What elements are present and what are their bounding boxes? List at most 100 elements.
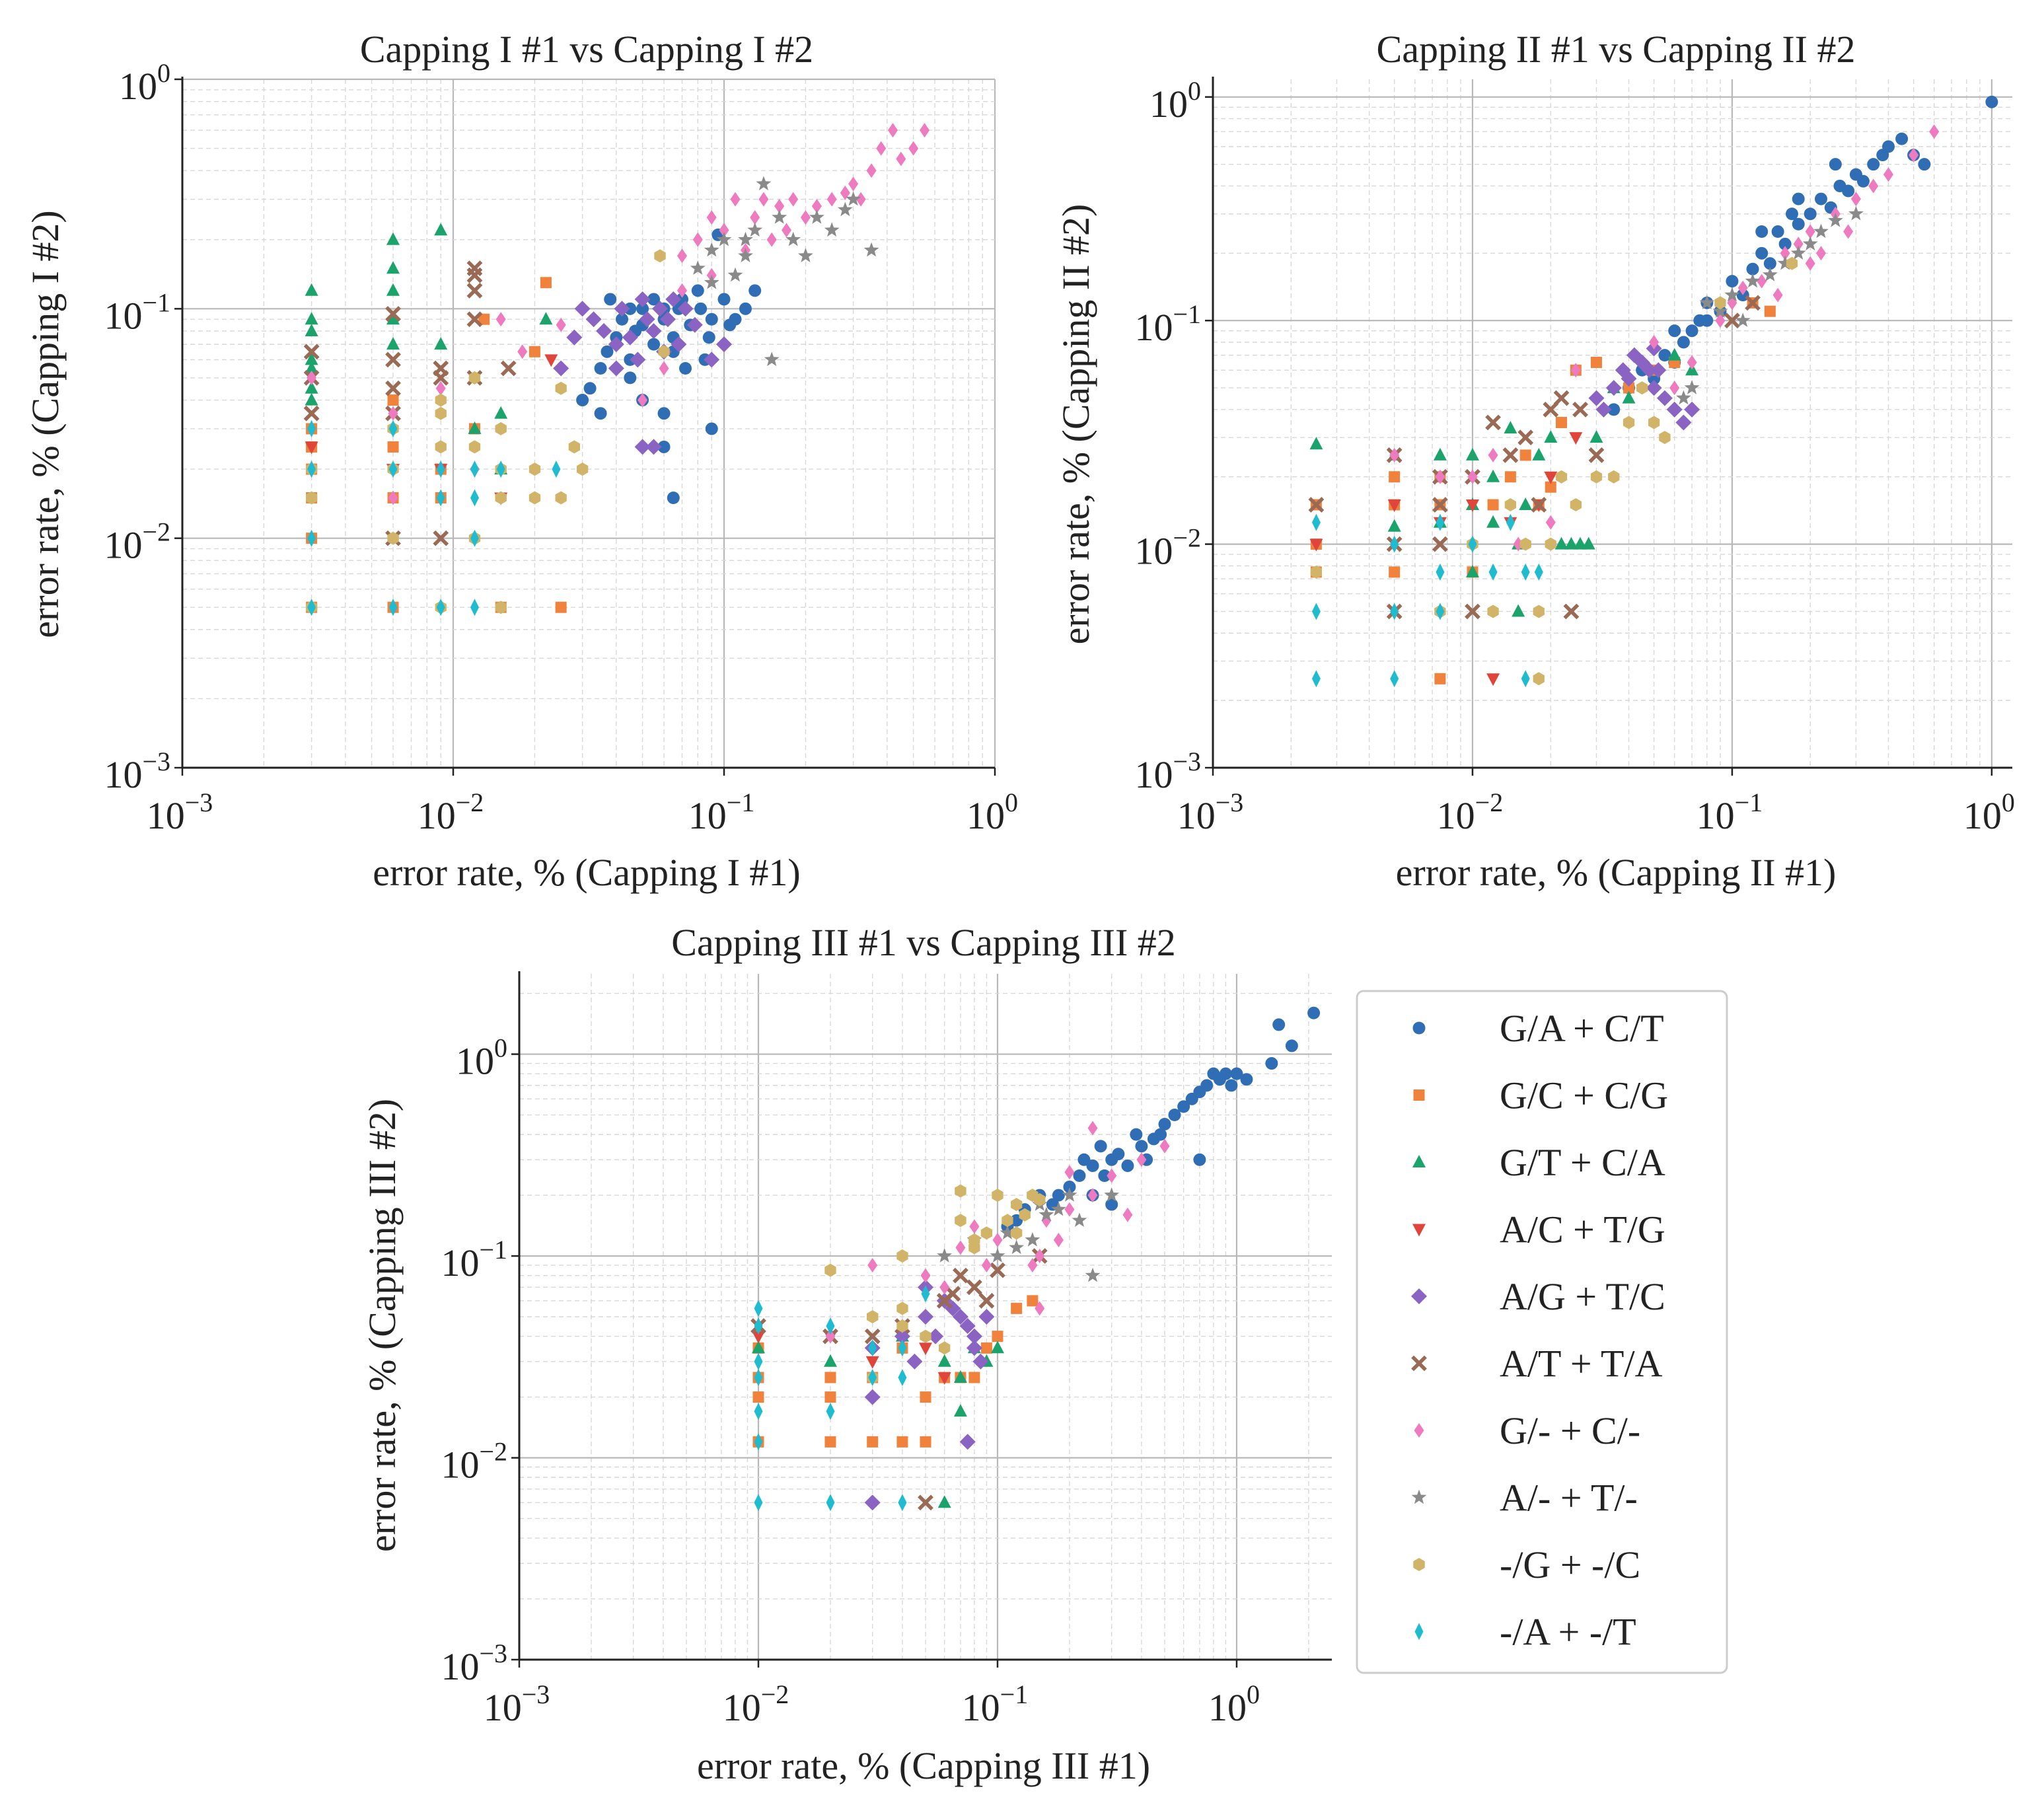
- data-point-at: [1485, 414, 1501, 431]
- legend-label: G/- + C/-: [1500, 1409, 1640, 1452]
- data-point-gt: [539, 312, 553, 325]
- data-point-gc: [968, 1372, 980, 1383]
- data-point-at: [978, 1292, 995, 1309]
- data-point-adel: [1735, 313, 1751, 327]
- data-point-gdel: [556, 317, 566, 332]
- data-point-ga: [1200, 1079, 1214, 1092]
- data-point-gdel: [1064, 1202, 1075, 1217]
- data-point-insa: [1534, 563, 1543, 581]
- data-point-ac: [544, 354, 558, 367]
- data-point-ga: [594, 407, 607, 420]
- data-point-insg: [1519, 537, 1531, 551]
- data-point-ga: [1112, 1148, 1125, 1161]
- data-point-ga: [1804, 207, 1817, 221]
- data-point-insa: [898, 1339, 907, 1357]
- data-point-ga: [694, 302, 708, 315]
- legend-label: A/C + T/G: [1500, 1208, 1665, 1251]
- data-point-adel: [1712, 303, 1728, 318]
- data-point-insa: [470, 599, 479, 616]
- data-point-ag: [622, 329, 638, 346]
- data-point-ga: [1685, 324, 1698, 338]
- data-point-insa: [1436, 563, 1445, 581]
- data-point-insg: [1659, 431, 1671, 445]
- data-point-insa: [552, 460, 561, 478]
- data-point-gdel: [1843, 224, 1854, 239]
- data-point-ag: [1646, 380, 1662, 396]
- data-point-gc: [540, 277, 552, 289]
- data-point-ag: [716, 336, 732, 353]
- data-point-gdel: [1868, 178, 1879, 194]
- data-point-adel: [990, 1248, 1005, 1263]
- data-point-gdel: [1122, 1207, 1133, 1222]
- data-point-insg: [896, 1302, 908, 1315]
- data-point-at: [1553, 390, 1570, 406]
- data-point-ga: [1240, 1073, 1253, 1086]
- data-point-gdel: [955, 1240, 966, 1255]
- data-point-gdel: [677, 248, 687, 264]
- legend-item: G/- + C/-: [1414, 1409, 1640, 1452]
- data-point-gdel: [1136, 1152, 1147, 1167]
- data-point-adel: [756, 176, 772, 191]
- y-tick-label: 10−1: [104, 287, 170, 337]
- data-point-adel: [690, 260, 706, 275]
- data-point-ga: [583, 382, 597, 395]
- legend-label: A/G + T/C: [1500, 1275, 1665, 1318]
- data-point-gc: [1519, 449, 1531, 461]
- data-point-ga: [657, 440, 671, 453]
- x-axis-label: error rate, % (Capping III #1): [697, 1744, 1150, 1787]
- data-point-ga: [576, 394, 589, 407]
- data-point-adel: [727, 267, 743, 282]
- data-point-insg: [1504, 498, 1516, 511]
- data-point-insg: [920, 1329, 931, 1343]
- legend-marker-ac: [1412, 1224, 1426, 1237]
- data-point-gc: [387, 441, 399, 453]
- data-point-gdel: [1793, 237, 1804, 252]
- x-tick-label: 100: [967, 788, 1018, 837]
- data-point-gdel: [1805, 224, 1815, 239]
- data-point-insg: [1011, 1226, 1023, 1240]
- data-point-adel: [1802, 236, 1818, 250]
- data-point-gdel: [1053, 1232, 1064, 1247]
- data-point-insa: [1436, 603, 1445, 620]
- data-point-insa: [826, 1403, 835, 1420]
- data-point-ga: [1094, 1140, 1107, 1153]
- data-point-ag: [608, 360, 624, 377]
- data-point-at: [990, 1262, 1005, 1278]
- data-point-at: [953, 1267, 968, 1284]
- data-point-gdel: [719, 223, 729, 238]
- data-point-adel: [1025, 1232, 1040, 1247]
- data-point-gc: [920, 1391, 931, 1403]
- data-point-ga: [1086, 1159, 1099, 1172]
- data-point-ga: [1755, 246, 1769, 260]
- data-point-gt: [1622, 390, 1636, 404]
- data-point-adel: [738, 231, 753, 246]
- data-point-ag: [864, 1389, 881, 1405]
- data-point-ga: [1272, 1018, 1286, 1031]
- data-point-adel: [1039, 1206, 1054, 1222]
- data-point-at: [1531, 497, 1547, 513]
- data-point-ga: [1856, 174, 1870, 188]
- legend-item: G/C + C/G: [1413, 1074, 1668, 1117]
- data-point-ag: [553, 360, 569, 377]
- data-point-adel: [937, 1248, 953, 1263]
- data-point-ac: [752, 1331, 765, 1344]
- data-point-gc: [824, 1436, 836, 1448]
- data-point-gt: [1519, 497, 1533, 510]
- data-point-insa: [436, 599, 445, 616]
- data-point-ag: [864, 1494, 881, 1511]
- data-point-insg: [577, 462, 589, 476]
- data-point-insg: [1714, 296, 1726, 310]
- data-point-gdel: [1159, 1138, 1170, 1154]
- legend-label: -/A + -/T: [1500, 1611, 1636, 1654]
- data-point-gdel: [969, 1219, 980, 1234]
- data-point-ga: [667, 492, 680, 505]
- data-point-gdel: [1545, 515, 1556, 530]
- data-point-ac: [1387, 499, 1401, 512]
- data-point-adel: [1085, 1267, 1101, 1282]
- data-point-insg: [435, 440, 447, 454]
- data-point-adel: [846, 191, 861, 206]
- y-axis-label: error rate, % (Capping III #2): [361, 1099, 404, 1552]
- data-point-at: [945, 1286, 961, 1302]
- data-point-gt: [386, 337, 400, 350]
- data-point-at: [1432, 536, 1448, 552]
